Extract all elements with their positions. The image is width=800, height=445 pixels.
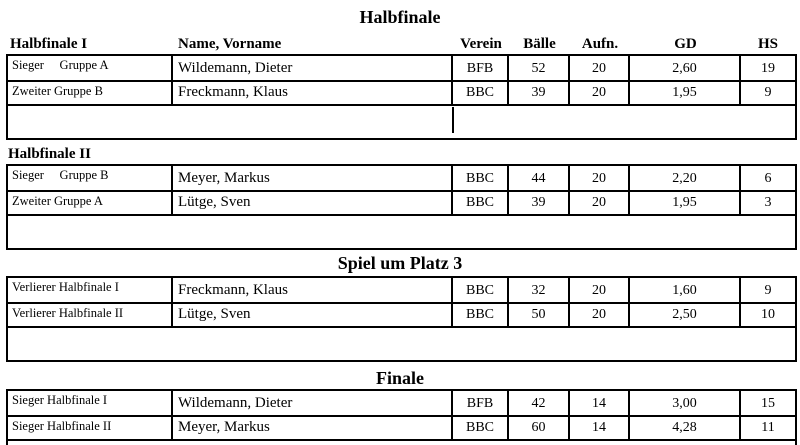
highrun-cell[interactable]: 19 <box>761 61 775 76</box>
average-cell[interactable]: 2,50 <box>630 304 741 326</box>
innings-cell[interactable]: 14 <box>570 391 630 415</box>
table-row: Sieger Gruppe A Wildemann, Dieter BFB 52… <box>8 56 795 82</box>
player-name-cell[interactable]: Meyer, Markus <box>173 417 453 439</box>
average-cell[interactable]: 4,28 <box>630 417 741 439</box>
column-header-average: GD <box>674 36 697 52</box>
player-name-cell[interactable]: Lütge, Sven <box>173 304 453 326</box>
innings-cell[interactable]: 20 <box>570 56 630 80</box>
average-cell[interactable]: 2,60 <box>630 56 741 80</box>
table-row: Zweiter Gruppe B Freckmann, Klaus BBC 39… <box>8 82 795 106</box>
club-cell[interactable]: BFB <box>453 391 509 415</box>
table-finale: Sieger Halbfinale I Wildemann, Dieter BF… <box>6 389 797 445</box>
match-label-cell[interactable]: Verlierer Halbfinale I <box>8 278 173 302</box>
empty-row <box>8 328 795 360</box>
highrun-cell[interactable]: 15 <box>761 396 775 411</box>
table-row: Verlierer Halbfinale I Freckmann, Klaus … <box>8 278 795 304</box>
empty-row <box>8 106 795 138</box>
club-cell[interactable]: BBC <box>453 192 509 214</box>
average-cell[interactable]: 1,60 <box>630 278 741 302</box>
subtitle-halbfinale-2: Halbfinale II <box>8 146 91 162</box>
match-label-cell[interactable]: Sieger Halbfinale I <box>8 391 173 415</box>
player-name-cell[interactable]: Wildemann, Dieter <box>173 56 453 80</box>
player-name-cell[interactable]: Wildemann, Dieter <box>173 391 453 415</box>
average-cell[interactable]: 2,20 <box>630 166 741 190</box>
average-cell[interactable]: 3,00 <box>630 391 741 415</box>
column-header-name: Name, Vorname <box>178 36 282 52</box>
highrun-cell[interactable]: 10 <box>761 307 775 322</box>
table-header: Halbfinale I Name, Vorname Verein Bälle … <box>8 34 795 53</box>
balls-cell[interactable]: 60 <box>509 417 570 439</box>
player-name-cell[interactable]: Freckmann, Klaus <box>173 82 453 104</box>
match-label-cell[interactable]: Sieger Gruppe B <box>8 166 173 190</box>
empty-cell[interactable] <box>8 106 795 138</box>
average-cell[interactable]: 1,95 <box>630 82 741 104</box>
column-header-balls: Bälle <box>523 36 556 52</box>
match-label-cell[interactable]: Zweiter Gruppe A <box>8 192 173 214</box>
column-header-match: Halbfinale I <box>10 36 88 52</box>
balls-cell[interactable]: 44 <box>509 166 570 190</box>
balls-cell[interactable]: 32 <box>509 278 570 302</box>
innings-cell[interactable]: 20 <box>570 278 630 302</box>
highrun-cell[interactable]: 9 <box>764 283 772 298</box>
innings-cell[interactable]: 20 <box>570 304 630 326</box>
table-row: Sieger Halbfinale I Wildemann, Dieter BF… <box>8 391 795 417</box>
highrun-cell[interactable]: 6 <box>764 171 772 186</box>
club-cell[interactable]: BBC <box>453 82 509 104</box>
table-row: Sieger Gruppe B Meyer, Markus BBC 44 20 … <box>8 166 795 192</box>
column-header-innings: Aufn. <box>581 36 619 52</box>
player-name-cell[interactable]: Lütge, Sven <box>173 192 453 214</box>
match-label-cell[interactable]: Sieger Gruppe A <box>8 56 173 80</box>
title-finale: Finale <box>376 368 424 388</box>
empty-cell[interactable] <box>8 441 795 445</box>
club-cell[interactable]: BBC <box>453 278 509 302</box>
match-label-cell[interactable]: Verlierer Halbfinale II <box>8 304 173 326</box>
player-name-cell[interactable]: Meyer, Markus <box>173 166 453 190</box>
average-cell[interactable]: 1,95 <box>630 192 741 214</box>
highrun-cell[interactable]: 9 <box>764 85 772 100</box>
balls-cell[interactable]: 42 <box>509 391 570 415</box>
empty-cell[interactable] <box>8 216 795 248</box>
empty-row <box>8 441 795 445</box>
innings-cell[interactable]: 20 <box>570 192 630 214</box>
column-header-club: Verein <box>460 36 502 52</box>
table-row: Verlierer Halbfinale II Lütge, Sven BBC … <box>8 304 795 328</box>
innings-cell[interactable]: 20 <box>570 166 630 190</box>
match-label-cell[interactable]: Zweiter Gruppe B <box>8 82 173 104</box>
column-header-highrun: HS <box>757 36 778 52</box>
table-halbfinale-2: Sieger Gruppe B Meyer, Markus BBC 44 20 … <box>6 164 797 250</box>
highrun-cell[interactable]: 3 <box>764 195 772 210</box>
innings-cell[interactable]: 14 <box>570 417 630 439</box>
match-label-cell[interactable]: Sieger Halbfinale II <box>8 417 173 439</box>
table-row: Zweiter Gruppe A Lütge, Sven BBC 39 20 1… <box>8 192 795 216</box>
balls-cell[interactable]: 50 <box>509 304 570 326</box>
table-row: Sieger Halbfinale II Meyer, Markus BBC 6… <box>8 417 795 441</box>
club-cell[interactable]: BBC <box>453 304 509 326</box>
table-spiel-um-platz-3: Verlierer Halbfinale I Freckmann, Klaus … <box>6 276 797 362</box>
text-cursor <box>452 107 454 133</box>
innings-cell[interactable]: 20 <box>570 82 630 104</box>
balls-cell[interactable]: 39 <box>509 82 570 104</box>
title-spiel-um-platz-3: Spiel um Platz 3 <box>337 253 463 273</box>
balls-cell[interactable]: 52 <box>509 56 570 80</box>
club-cell[interactable]: BBC <box>453 166 509 190</box>
balls-cell[interactable]: 39 <box>509 192 570 214</box>
empty-cell[interactable] <box>8 328 795 360</box>
highrun-cell[interactable]: 11 <box>761 420 775 435</box>
player-name-cell[interactable]: Freckmann, Klaus <box>173 278 453 302</box>
club-cell[interactable]: BFB <box>453 56 509 80</box>
empty-row <box>8 216 795 248</box>
table-halbfinale-1: Sieger Gruppe A Wildemann, Dieter BFB 52… <box>6 54 797 140</box>
title-halbfinale: Halbfinale <box>359 7 441 27</box>
club-cell[interactable]: BBC <box>453 417 509 439</box>
